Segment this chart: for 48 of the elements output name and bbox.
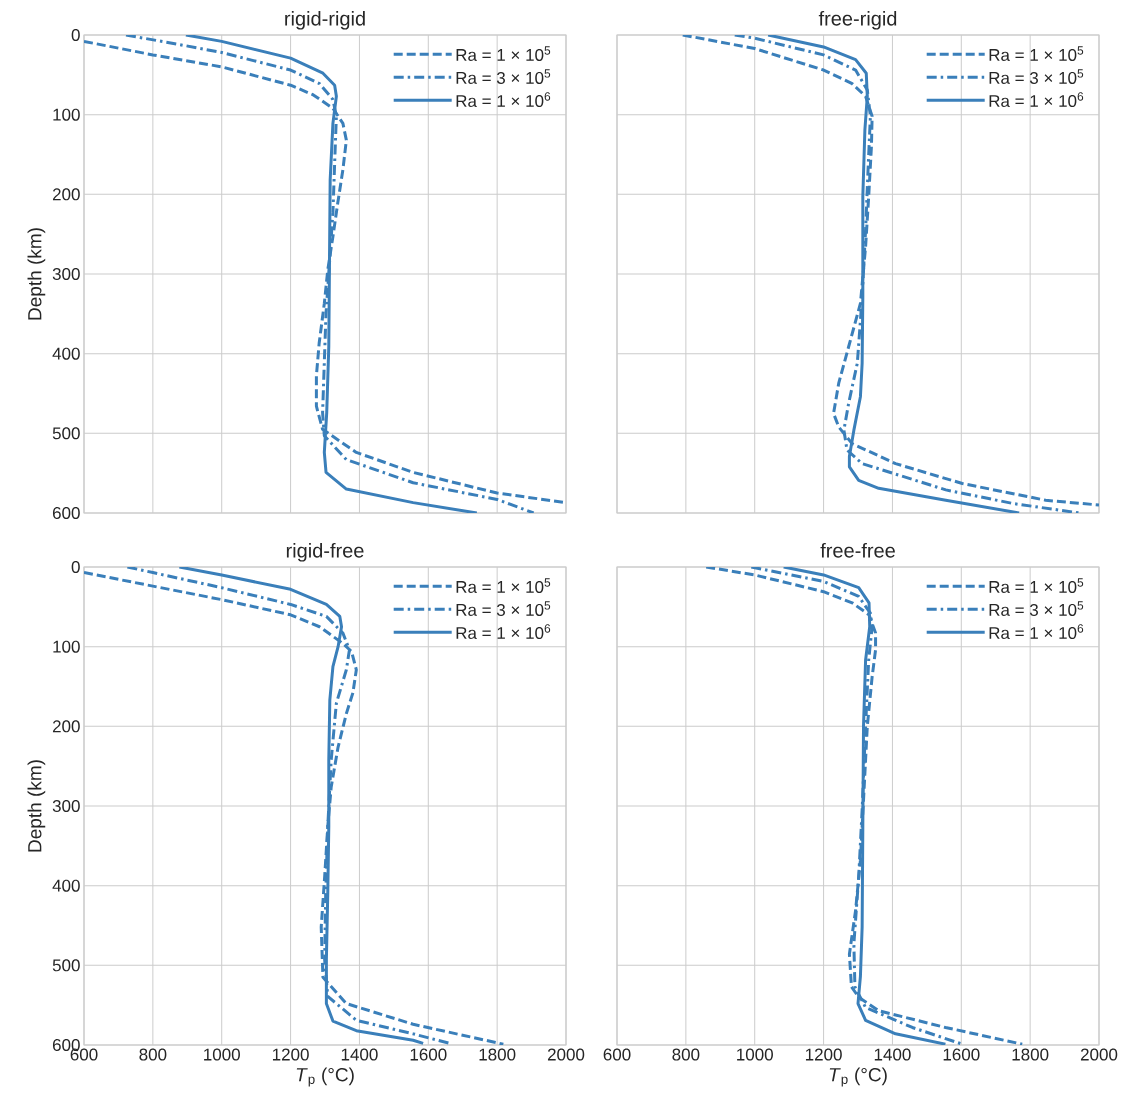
y-tick-label: 500 bbox=[52, 427, 80, 440]
legend-label: Ra = 1 × 10$^{6}$ bbox=[456, 624, 551, 640]
y-tick-label: 100 bbox=[53, 640, 80, 653]
y-tick-label: 0 bbox=[71, 560, 80, 574]
legend-label: Ra = 1 × 10$^{6}$ bbox=[456, 92, 551, 108]
legend-label: Ra = 1 × 10$^{6}$ bbox=[989, 624, 1084, 640]
x-tick-label: 600 bbox=[603, 1048, 631, 1061]
y-tick-label: 400 bbox=[52, 347, 80, 360]
x-tick-label: 1600 bbox=[410, 1048, 447, 1061]
chart-title: free-free bbox=[820, 542, 895, 558]
y-tick-label: 0 bbox=[71, 28, 80, 42]
y-tick-label: 100 bbox=[53, 108, 80, 121]
x-tick-label: 800 bbox=[672, 1048, 700, 1061]
x-axis-title: T$_{p}$ (°C) bbox=[829, 1067, 887, 1087]
x-tick-label: 2000 bbox=[1080, 1048, 1118, 1061]
x-tick-label: 1600 bbox=[943, 1048, 980, 1061]
legend-label: Ra = 1 × 10$^{5}$ bbox=[989, 578, 1084, 593]
y-tick-label: 200 bbox=[52, 188, 80, 201]
y-tick-label: 500 bbox=[52, 959, 80, 972]
x-tick-label: 2000 bbox=[547, 1048, 585, 1061]
x-tick-label: 1000 bbox=[737, 1048, 773, 1061]
legend-label: Ra = 1 × 10$^{5}$ bbox=[989, 46, 1084, 61]
x-tick-label: 1200 bbox=[805, 1048, 842, 1061]
x-tick-label: 1800 bbox=[1012, 1048, 1049, 1061]
y-axis-title: Depth (km) bbox=[27, 228, 46, 320]
x-tick-label: 1400 bbox=[341, 1048, 378, 1061]
chart-title: rigid-rigid bbox=[285, 10, 365, 30]
y-tick-label: 300 bbox=[52, 799, 80, 813]
x-tick-label: 1200 bbox=[272, 1048, 309, 1061]
y-tick-label: 600 bbox=[52, 506, 80, 520]
y-tick-label: 400 bbox=[52, 879, 80, 892]
legend-label: Ra = 3 × 10$^{5}$ bbox=[989, 69, 1084, 84]
legend-label: Ra = 3 × 10$^{5}$ bbox=[456, 601, 551, 616]
x-tick-label: 1800 bbox=[479, 1048, 516, 1061]
legend-label: Ra = 1 × 10$^{5}$ bbox=[456, 578, 551, 593]
y-tick-label: 300 bbox=[52, 267, 80, 281]
x-tick-label: 800 bbox=[139, 1048, 167, 1061]
legend-label: Ra = 1 × 10$^{5}$ bbox=[456, 46, 551, 61]
legend-label: Ra = 3 × 10$^{5}$ bbox=[989, 601, 1084, 616]
x-axis-title: T$_{p}$ (°C) bbox=[296, 1067, 354, 1087]
x-tick-label: 1000 bbox=[204, 1048, 240, 1061]
y-tick-label: 200 bbox=[52, 720, 80, 733]
legend-label: Ra = 1 × 10$^{6}$ bbox=[989, 92, 1084, 108]
chart-title: rigid-free bbox=[286, 542, 364, 562]
legend-label: Ra = 3 × 10$^{5}$ bbox=[456, 69, 551, 84]
chart-title: free-rigid bbox=[818, 10, 897, 30]
x-tick-label: 1400 bbox=[874, 1048, 911, 1061]
y-axis-title: Depth (km) bbox=[27, 760, 46, 852]
